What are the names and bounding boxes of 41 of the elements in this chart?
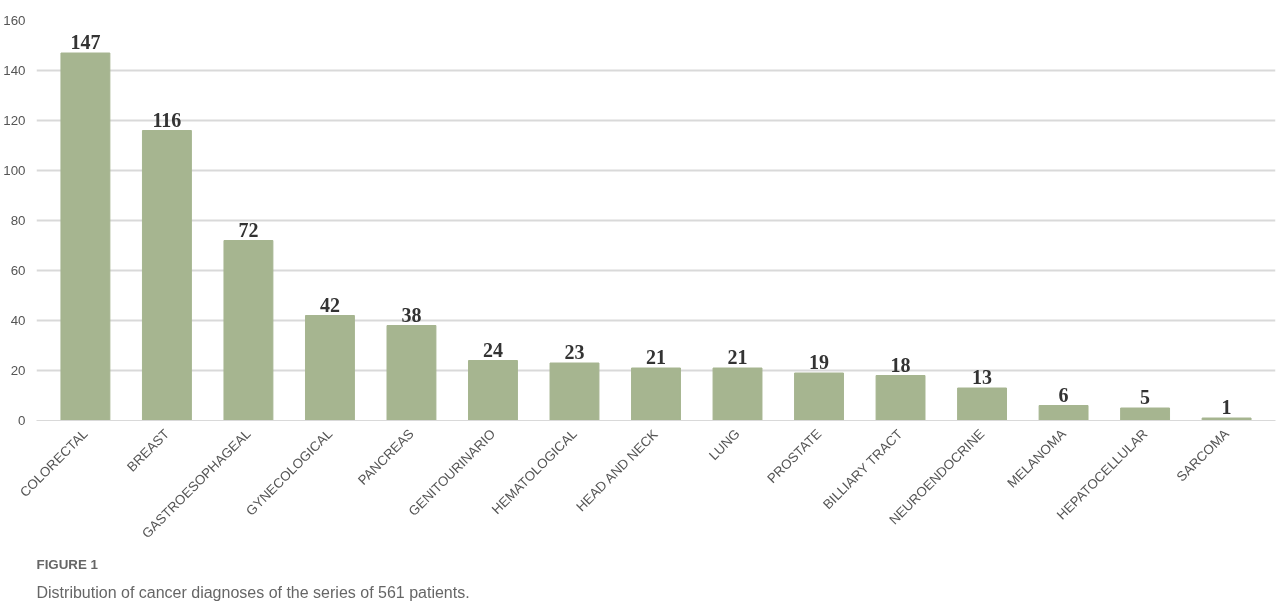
bar — [1120, 407, 1171, 421]
bar — [957, 387, 1008, 421]
y-tick-label: 40 — [10, 313, 26, 328]
y-tick-label: 0 — [18, 413, 26, 428]
data-label: 23 — [564, 341, 585, 363]
data-label: 13 — [972, 366, 993, 388]
data-label: 19 — [809, 351, 830, 373]
bar — [712, 367, 763, 421]
data-label: 18 — [890, 353, 911, 376]
bar — [631, 367, 681, 421]
bar — [223, 240, 274, 421]
y-tick-label: 20 — [10, 363, 26, 378]
data-label: 72 — [238, 218, 259, 241]
data-label: 1 — [1221, 396, 1232, 418]
data-label: 21 — [646, 346, 666, 368]
data-label: 21 — [727, 346, 748, 368]
data-label: 38 — [401, 303, 422, 326]
data-label: 147 — [70, 31, 101, 53]
bar — [794, 372, 844, 421]
text: Distribution of cancer diagnoses of the series of 561 patients. — [36, 583, 470, 601]
bar — [386, 325, 437, 421]
y-tick-label: 140 — [3, 63, 26, 78]
data-label: 5 — [1140, 386, 1151, 408]
y-tick-label: 100 — [3, 163, 26, 178]
data-label: 6 — [1058, 383, 1069, 406]
bar — [141, 130, 192, 421]
data-label: 42 — [319, 293, 340, 316]
bar — [549, 362, 600, 421]
caption: FIGURE 1 — [36, 556, 99, 572]
data-label: 116 — [152, 108, 182, 131]
y-tick-label: 60 — [10, 263, 26, 278]
bar — [60, 52, 111, 421]
y-tick-label: 80 — [10, 213, 26, 228]
data-label: 24 — [482, 338, 503, 361]
bar — [1038, 405, 1089, 421]
bar — [875, 375, 926, 421]
bar — [1201, 417, 1252, 421]
y-tick-label: 160 — [3, 13, 26, 28]
bar — [304, 315, 355, 421]
bar — [468, 360, 518, 421]
y-tick-label: 120 — [3, 113, 26, 128]
